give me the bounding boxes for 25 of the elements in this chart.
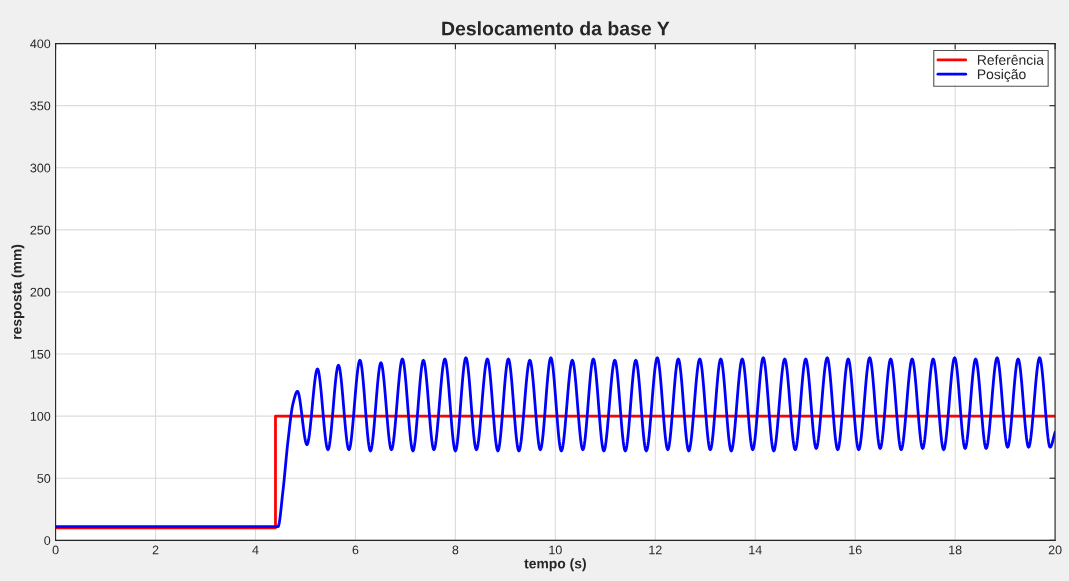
x-tick-label: 12 <box>649 545 662 555</box>
y-tick-label: 0 <box>44 536 51 545</box>
chart-title: Deslocamento da base Y <box>442 21 670 36</box>
x-tick-label: 4 <box>252 545 259 555</box>
x-tick-label: 18 <box>949 545 962 555</box>
x-tick-label: 16 <box>849 545 862 555</box>
x-tick-label: 8 <box>452 545 459 555</box>
x-tick-label: 0 <box>52 545 59 555</box>
y-tick-label: 100 <box>30 411 51 421</box>
x-tick-label: 20 <box>1048 545 1062 555</box>
x-tick-label: 14 <box>749 545 762 555</box>
y-tick-label: 300 <box>30 163 51 173</box>
y-tick-label: 350 <box>30 101 51 111</box>
y-tick-label: 150 <box>30 349 51 359</box>
y-tick-label: 250 <box>30 225 51 235</box>
y-axis-title: resposta (mm) <box>11 244 25 339</box>
x-tick-label: 6 <box>352 545 359 555</box>
x-axis-title: tempo (s) <box>524 558 586 572</box>
y-tick-label: 50 <box>37 474 51 483</box>
y-tick-label: 200 <box>30 287 51 297</box>
legend-label: Posição <box>977 69 1026 83</box>
x-tick-label: 10 <box>549 545 562 555</box>
y-tick-label: 400 <box>30 39 51 49</box>
x-tick-label: 2 <box>152 545 159 555</box>
legend-label: Referência <box>977 54 1044 65</box>
